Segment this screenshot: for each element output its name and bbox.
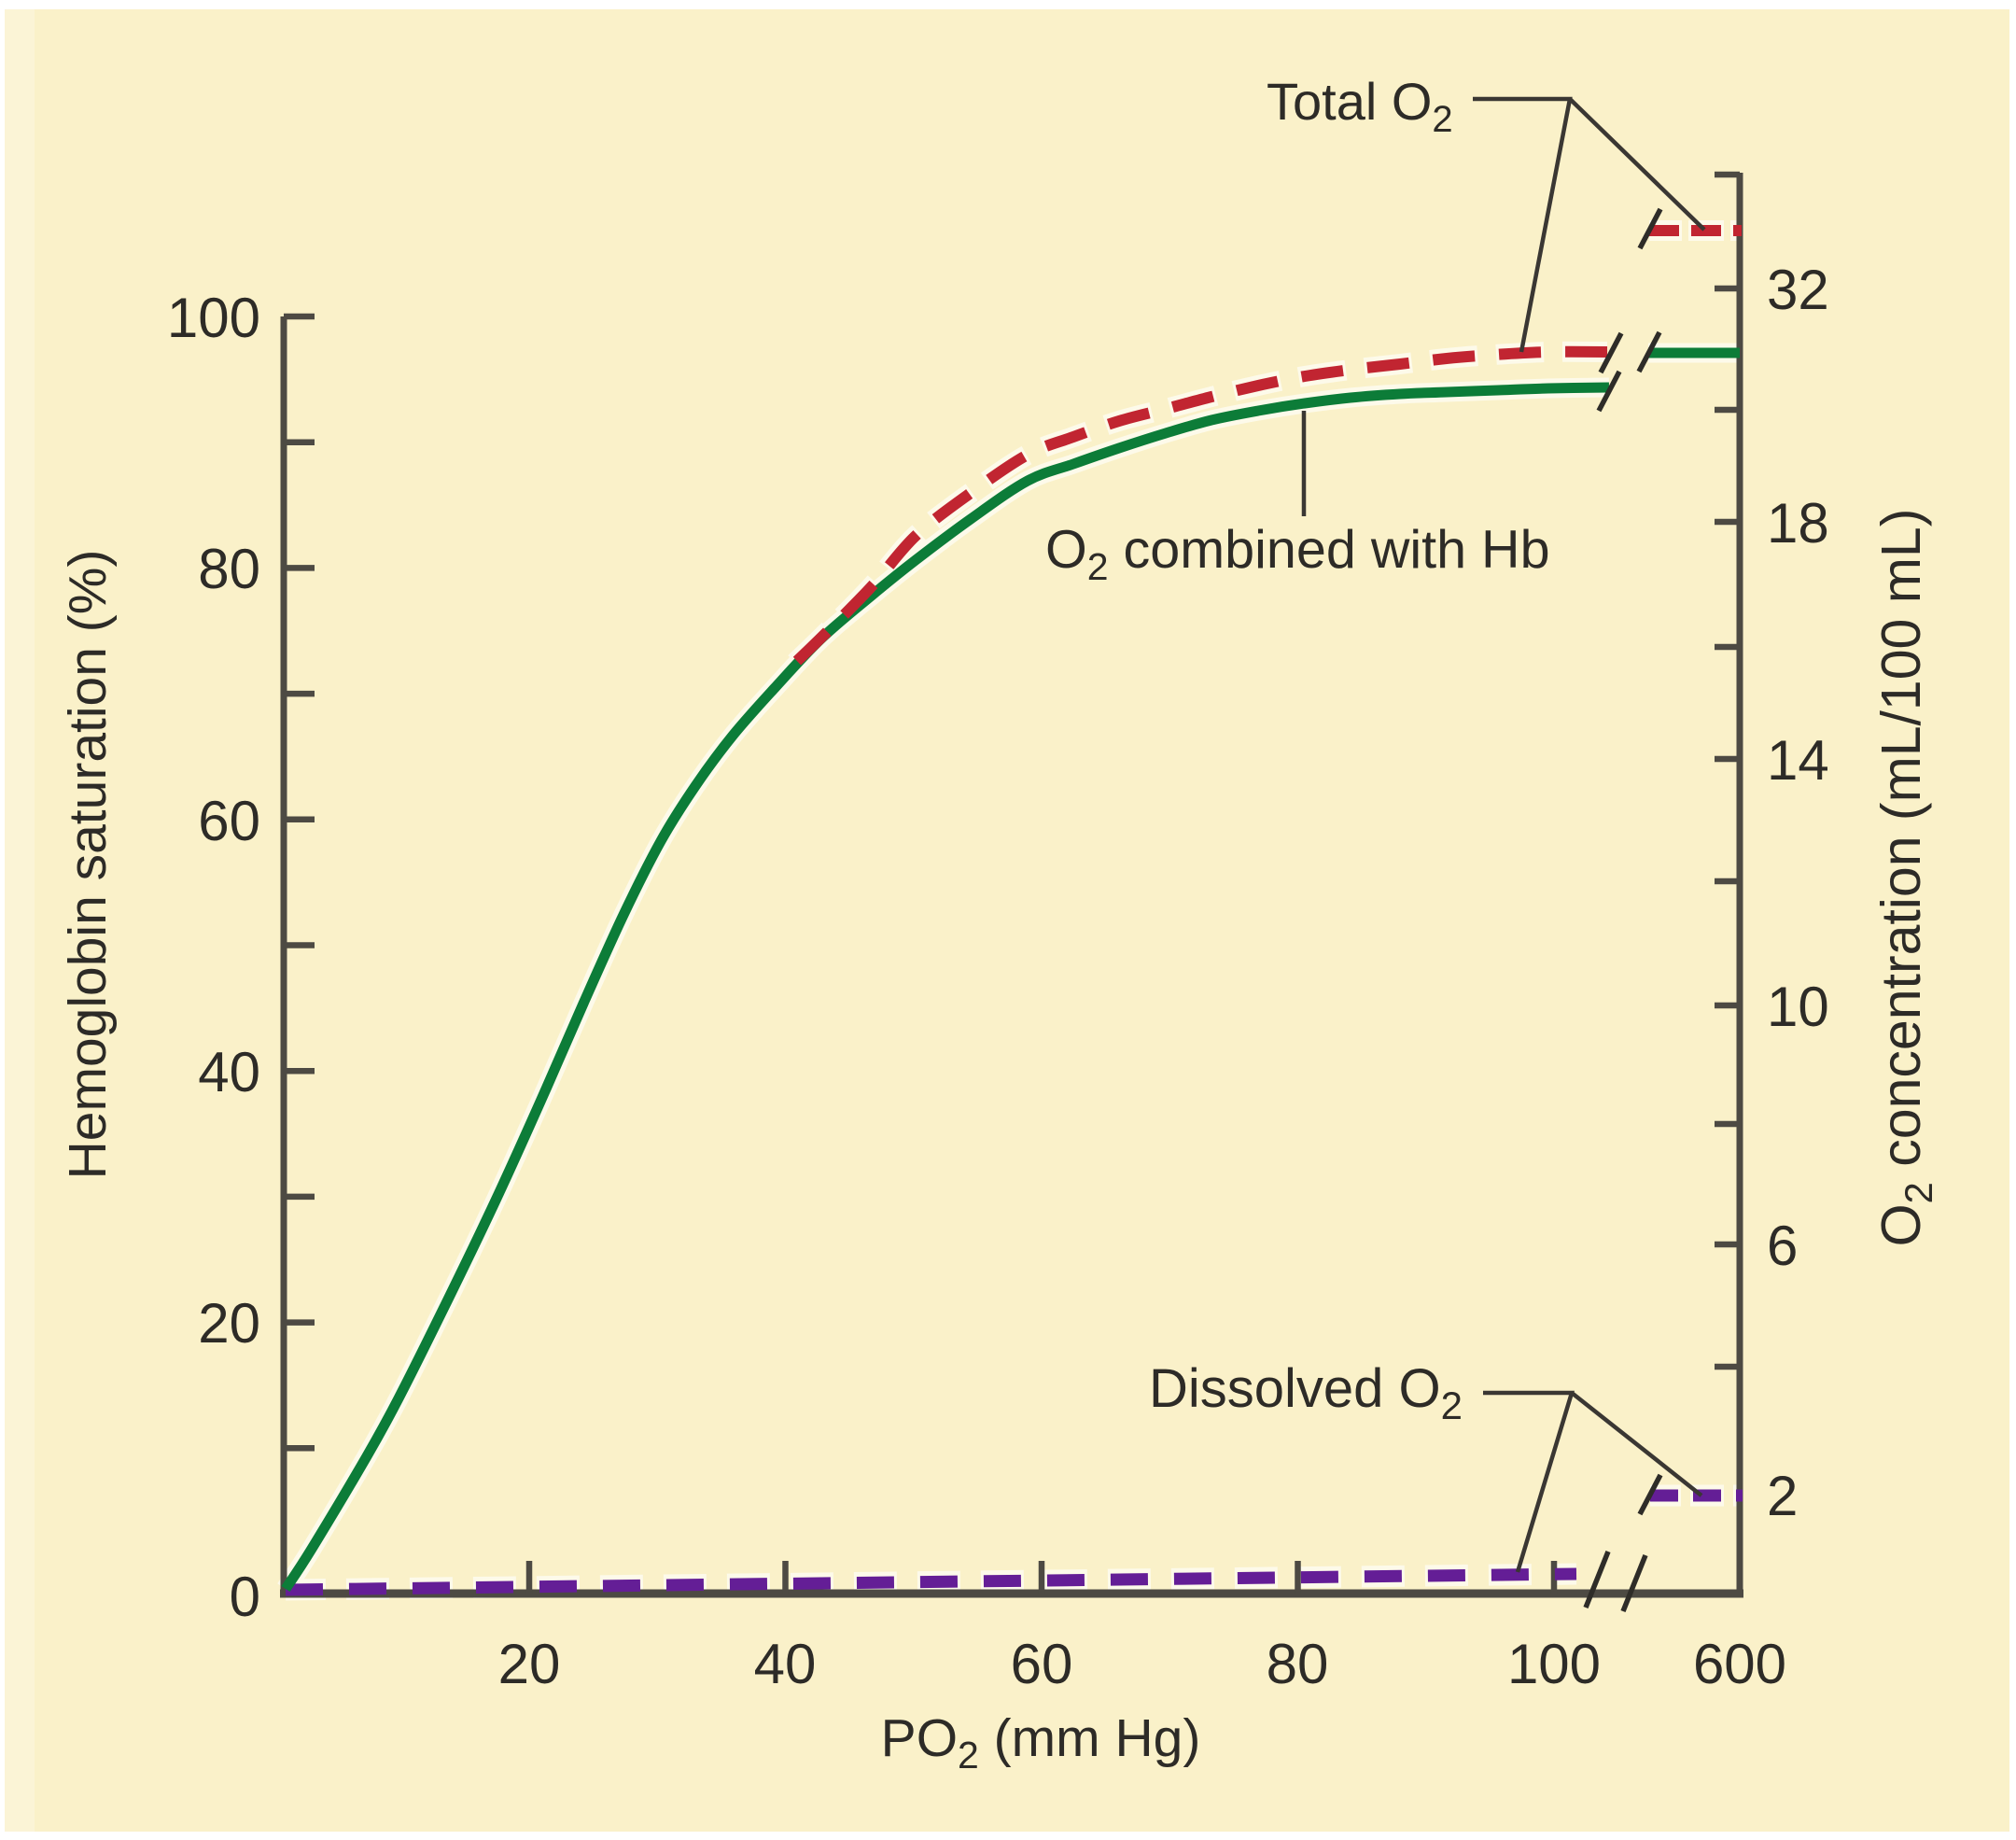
svg-text:18: 18: [1767, 492, 1829, 555]
svg-text:2: 2: [1767, 1465, 1798, 1527]
svg-text:10: 10: [1767, 976, 1829, 1038]
svg-text:Dissolved O2: Dissolved O2: [1149, 1358, 1463, 1427]
svg-text:100: 100: [167, 287, 260, 349]
svg-text:32: 32: [1767, 259, 1829, 321]
svg-text:100: 100: [1507, 1633, 1601, 1695]
svg-text:O2 concentration (mL/100 mL): O2 concentration (mL/100 mL): [1870, 509, 1940, 1247]
svg-text:6: 6: [1767, 1215, 1798, 1277]
svg-text:20: 20: [198, 1292, 260, 1355]
svg-text:20: 20: [498, 1633, 561, 1695]
svg-text:PO2 (mm Hg): PO2 (mm Hg): [881, 1708, 1201, 1777]
svg-text:40: 40: [198, 1041, 260, 1103]
svg-text:60: 60: [1011, 1633, 1073, 1695]
svg-text:Total O2: Total O2: [1267, 72, 1453, 140]
svg-text:600: 600: [1693, 1633, 1786, 1695]
svg-text:Hemoglobin saturation (%): Hemoglobin saturation (%): [58, 550, 118, 1180]
svg-text:0: 0: [230, 1566, 260, 1628]
svg-text:80: 80: [1267, 1633, 1329, 1695]
svg-text:80: 80: [198, 538, 260, 600]
svg-text:60: 60: [198, 790, 260, 852]
svg-text:40: 40: [754, 1633, 817, 1695]
svg-text:O2 combined with Hb: O2 combined with Hb: [1045, 520, 1550, 588]
svg-text:14: 14: [1767, 729, 1829, 792]
